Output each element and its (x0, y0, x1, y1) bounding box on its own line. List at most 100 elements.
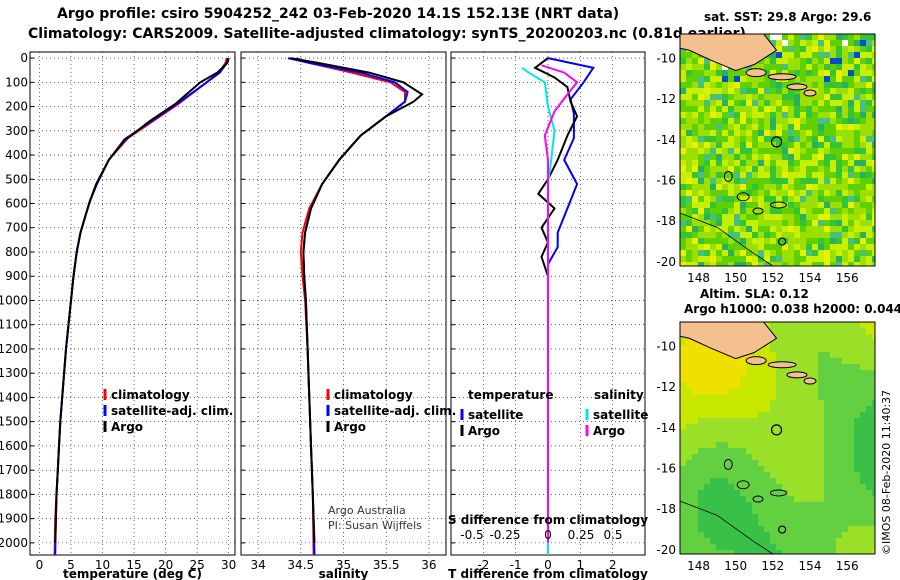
sla-map-cell (716, 460, 723, 467)
sla-map-cell (806, 394, 813, 401)
sla-map-cell (836, 400, 843, 407)
sla-map-cell (842, 352, 849, 359)
sst-map-cell (812, 100, 819, 107)
sla-map-cell (782, 508, 789, 515)
sla-map-cell (836, 406, 843, 413)
sst-map-cell (812, 34, 819, 41)
sla-map-cell (740, 526, 747, 533)
sla-map-cell (716, 472, 723, 479)
sst-map-cell (824, 214, 831, 221)
sst-map-cell (854, 196, 861, 203)
sla-map-cell (764, 466, 771, 473)
sst-map-cell (698, 220, 705, 227)
imos-timestamp: ©IMOS 08-Feb-2020 11:40:37 (880, 389, 893, 555)
sla-map-cell (842, 550, 849, 554)
sla-map-cell (782, 544, 789, 551)
sla-map-cell (848, 466, 855, 473)
sla-map-cell (704, 352, 711, 359)
sst-map-cell (680, 136, 687, 143)
sla-map-cell (740, 550, 747, 554)
sst-map-cell (728, 256, 735, 263)
sla-map-cell (698, 532, 705, 539)
sla-map-cell (764, 322, 771, 329)
sla-map-cell (812, 520, 819, 527)
sla-map-cell (860, 454, 867, 461)
sst-map-cell (722, 214, 729, 221)
sla-map-cell (848, 472, 855, 479)
sst-map-cell (818, 100, 825, 107)
sst-map-contour (680, 212, 774, 266)
sst-map-cell (836, 190, 843, 197)
sst-map-cell (830, 250, 837, 257)
legend-salinity-heading: salinity (594, 388, 644, 402)
sla-map-cell (686, 514, 693, 521)
sla-map-cell (764, 514, 771, 521)
sst-map-cell (842, 136, 849, 143)
sst-map-cell (818, 184, 825, 191)
sst-map-cell (776, 94, 783, 101)
sla-map-cell (860, 400, 867, 407)
sst-map-cell (716, 250, 723, 257)
sla-map-cell (830, 508, 837, 515)
sst-map-cell (692, 76, 699, 83)
sla-map-cell (794, 496, 801, 503)
sst-map-cell (794, 250, 801, 257)
sla-map-cell (866, 346, 873, 353)
sla-map-cell (734, 430, 741, 437)
diff-s-tick-label: 0.5 (603, 528, 622, 542)
sla-map-cell (866, 508, 873, 515)
sst-map-cell (710, 262, 717, 266)
sst-map-cell (830, 238, 837, 245)
sla-map-cell (770, 346, 777, 353)
sst-map-cell (794, 46, 801, 53)
sla-map-cell (830, 364, 837, 371)
sla-map-cell (740, 514, 747, 521)
sla-map-cell (830, 388, 837, 395)
sst-map-cell (806, 250, 813, 257)
sst-map-cell (704, 166, 711, 173)
sst-map-cell (794, 94, 801, 101)
sst-map-cell (764, 64, 771, 71)
sst-map-cell (770, 184, 777, 191)
sst-map-cell (800, 118, 807, 125)
sla-map-cell (794, 532, 801, 539)
sst-map-cell (830, 184, 837, 191)
sst-map-cell (866, 238, 873, 245)
sst-map-cell (704, 88, 711, 95)
sla-map-cell (722, 358, 729, 365)
sst-map-cell (842, 256, 849, 263)
sst-map-cell (776, 244, 783, 251)
sst-map-cell (728, 226, 735, 233)
sst-map-island (767, 73, 797, 81)
sst-map-cell (830, 118, 837, 125)
sst-map-cell (782, 100, 789, 107)
sst-map-cell (710, 82, 717, 89)
sst-map-cell (752, 142, 759, 149)
sla-map-cell (710, 388, 717, 395)
sst-map-cell (704, 64, 711, 71)
sla-map-cell (848, 430, 855, 437)
sst-map-cell (716, 214, 723, 221)
sst-map-cell (686, 160, 693, 167)
sla-map-cell (722, 442, 729, 449)
sla-map-cell (692, 382, 699, 389)
depth-tick-label: 800 (5, 245, 28, 259)
sla-map-cell (770, 358, 777, 365)
sla-map-cell (788, 514, 795, 521)
sst-map-reef (752, 207, 764, 215)
sla-map-cell (842, 478, 849, 485)
sst-map-cell (710, 148, 717, 155)
sla-map-cell (824, 544, 831, 551)
sst-map-cell (794, 106, 801, 113)
sst-map-cell (770, 130, 777, 137)
sla-map-cell (818, 400, 825, 407)
sla-map-cell (830, 538, 837, 545)
sst-map-cell (764, 262, 771, 266)
sla-map-cell (686, 448, 693, 455)
sla-map-cell (740, 502, 747, 509)
sla-map-cell (722, 532, 729, 539)
sla-map-cell (806, 478, 813, 485)
sla-map-cell (770, 424, 777, 431)
sla-map-cell (812, 502, 819, 509)
sla-map-cell (788, 550, 795, 554)
